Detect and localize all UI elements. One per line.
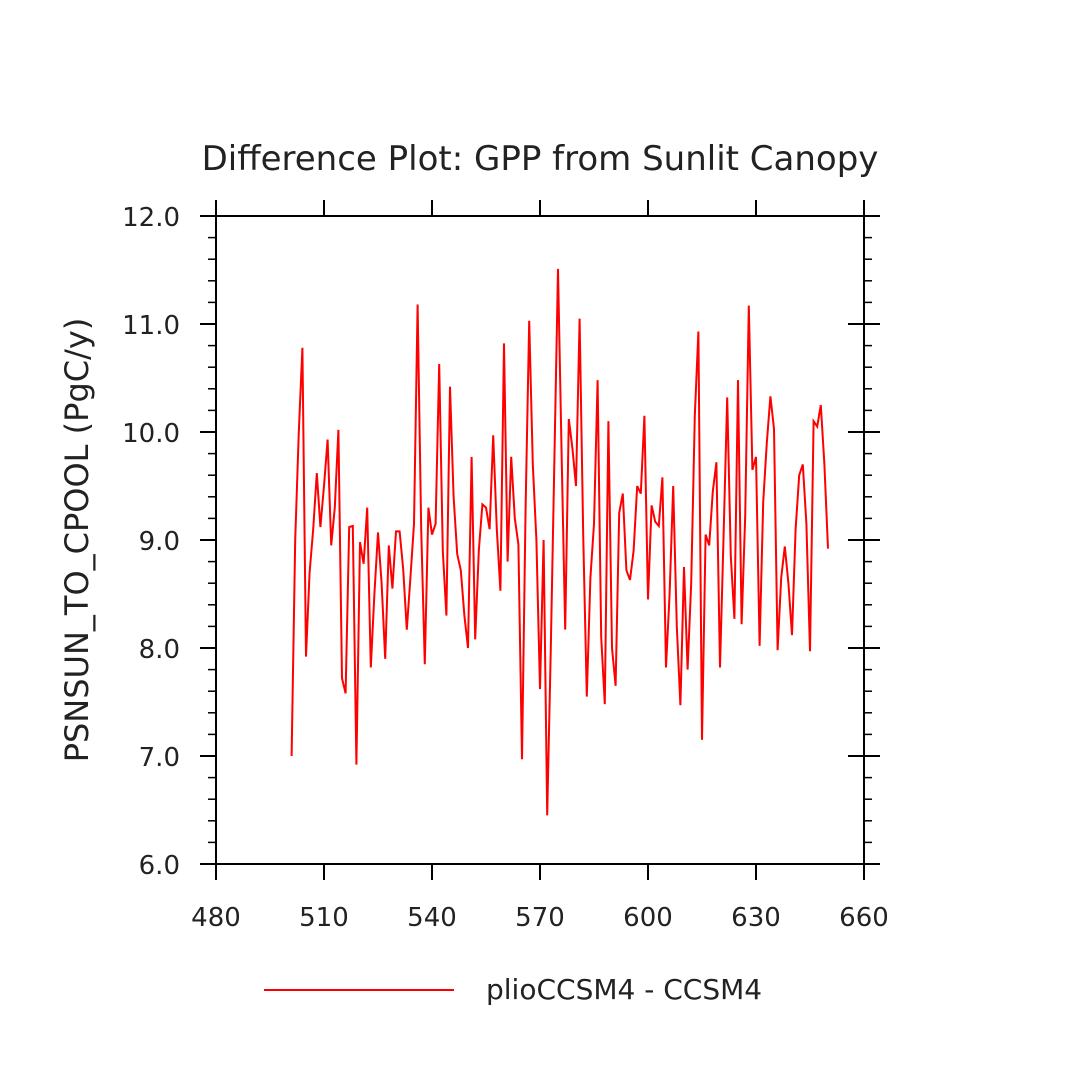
x-tick-label: 540	[407, 903, 457, 933]
y-tick-label: 9.0	[139, 527, 180, 557]
tick-labels: 480 510 540 570 600 630 660 6.0 7.0 8.0 9.0 10.0 11.…	[122, 203, 889, 933]
y-tick-label: 6.0	[139, 851, 180, 881]
axis-ticks	[200, 200, 880, 880]
plot-area	[290, 268, 829, 816]
y-tick-label: 12.0	[122, 203, 180, 233]
plot-frame	[215, 215, 865, 865]
x-tick-label: 510	[299, 903, 349, 933]
y-axis-label: PSNSUN_TO_CPOOL (PgC/y)	[58, 318, 96, 763]
chart-title: Difference Plot: GPP from Sunlit Canopy	[202, 139, 879, 179]
x-tick-label: 660	[839, 903, 889, 933]
legend: plioCCSM4 - CCSM4	[264, 973, 762, 1006]
series-line	[290, 268, 829, 816]
x-tick-label: 600	[623, 903, 673, 933]
y-tick-label: 8.0	[139, 635, 180, 665]
y-tick-label: 10.0	[122, 419, 180, 449]
x-tick-label: 630	[731, 903, 781, 933]
x-tick-label: 480	[191, 903, 241, 933]
y-tick-label: 11.0	[122, 311, 180, 341]
x-tick-label: 570	[515, 903, 565, 933]
y-tick-label: 7.0	[139, 743, 180, 773]
legend-label: plioCCSM4 - CCSM4	[486, 973, 762, 1006]
